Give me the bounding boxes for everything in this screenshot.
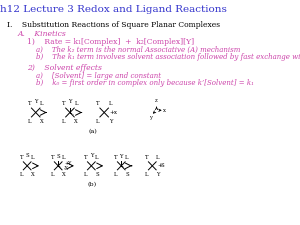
Text: L: L xyxy=(114,172,117,177)
Text: A.    Kinetics: A. Kinetics xyxy=(17,30,66,38)
Text: L: L xyxy=(74,101,78,106)
Text: Y: Y xyxy=(119,153,123,159)
Text: +Y: +Y xyxy=(64,161,71,166)
Text: L: L xyxy=(62,155,65,160)
Text: X: X xyxy=(40,119,44,124)
Text: L: L xyxy=(20,172,23,177)
Text: L: L xyxy=(96,119,100,124)
Text: b)    k₀ = first order in complex only because k’[Solvent] = k₁: b) k₀ = first order in complex only beca… xyxy=(36,79,253,87)
Text: 2)    Solvent effects: 2) Solvent effects xyxy=(27,64,102,72)
Text: L: L xyxy=(51,172,54,177)
Text: x: x xyxy=(163,108,166,113)
Text: S: S xyxy=(160,163,164,168)
Text: x: x xyxy=(114,110,117,115)
Text: b)    The k₁ term involves solvent association followed by fast exchange with Y: b) The k₁ term involves solvent associat… xyxy=(36,53,300,61)
Text: S: S xyxy=(26,153,29,158)
Text: S: S xyxy=(95,172,99,177)
Text: L: L xyxy=(125,155,129,160)
Text: T: T xyxy=(114,155,117,160)
Text: T: T xyxy=(20,155,23,160)
Text: S: S xyxy=(56,153,60,159)
Text: T: T xyxy=(62,101,65,106)
Text: Y: Y xyxy=(156,172,160,177)
Text: Y: Y xyxy=(90,153,93,158)
Text: X: X xyxy=(62,172,66,177)
Text: Ch12 Lecture 3 Redox and Ligand Reactions: Ch12 Lecture 3 Redox and Ligand Reaction… xyxy=(0,5,227,14)
Text: L: L xyxy=(95,155,99,160)
Text: L: L xyxy=(145,172,148,177)
Text: Y: Y xyxy=(68,99,72,104)
Text: a)    The k₂ term is the normal Associative (A) mechanism: a) The k₂ term is the normal Associative… xyxy=(36,46,240,54)
Text: I.    Substitution Reactions of Square Planar Complexes: I. Substitution Reactions of Square Plan… xyxy=(7,21,220,29)
Text: T: T xyxy=(51,155,54,160)
Text: L: L xyxy=(62,119,65,124)
Text: X: X xyxy=(74,119,78,124)
Text: L: L xyxy=(109,101,112,106)
Text: (b): (b) xyxy=(88,182,97,187)
Text: (a): (a) xyxy=(88,129,97,134)
Text: T: T xyxy=(28,101,31,106)
Text: L: L xyxy=(40,101,44,106)
Text: L: L xyxy=(28,119,31,124)
Text: a)    [Solvent] = large and constant: a) [Solvent] = large and constant xyxy=(36,72,161,80)
Text: 1)    Rate = k₁[Complex]  +  k₂[Complex][Y]: 1) Rate = k₁[Complex] + k₂[Complex][Y] xyxy=(27,38,194,46)
Text: L: L xyxy=(31,155,34,160)
Text: L: L xyxy=(84,172,88,177)
Text: T: T xyxy=(96,101,100,106)
Text: T: T xyxy=(145,155,148,160)
Text: z: z xyxy=(155,98,158,103)
Text: -X: -X xyxy=(64,166,69,171)
Text: +: + xyxy=(110,110,115,115)
Text: S: S xyxy=(125,172,129,177)
Text: y: y xyxy=(149,115,152,120)
Text: T: T xyxy=(84,155,88,160)
Text: Y: Y xyxy=(34,99,38,104)
Text: X: X xyxy=(31,172,34,177)
Text: Y: Y xyxy=(109,119,112,124)
Text: L: L xyxy=(156,155,160,160)
Text: +: + xyxy=(157,163,162,168)
